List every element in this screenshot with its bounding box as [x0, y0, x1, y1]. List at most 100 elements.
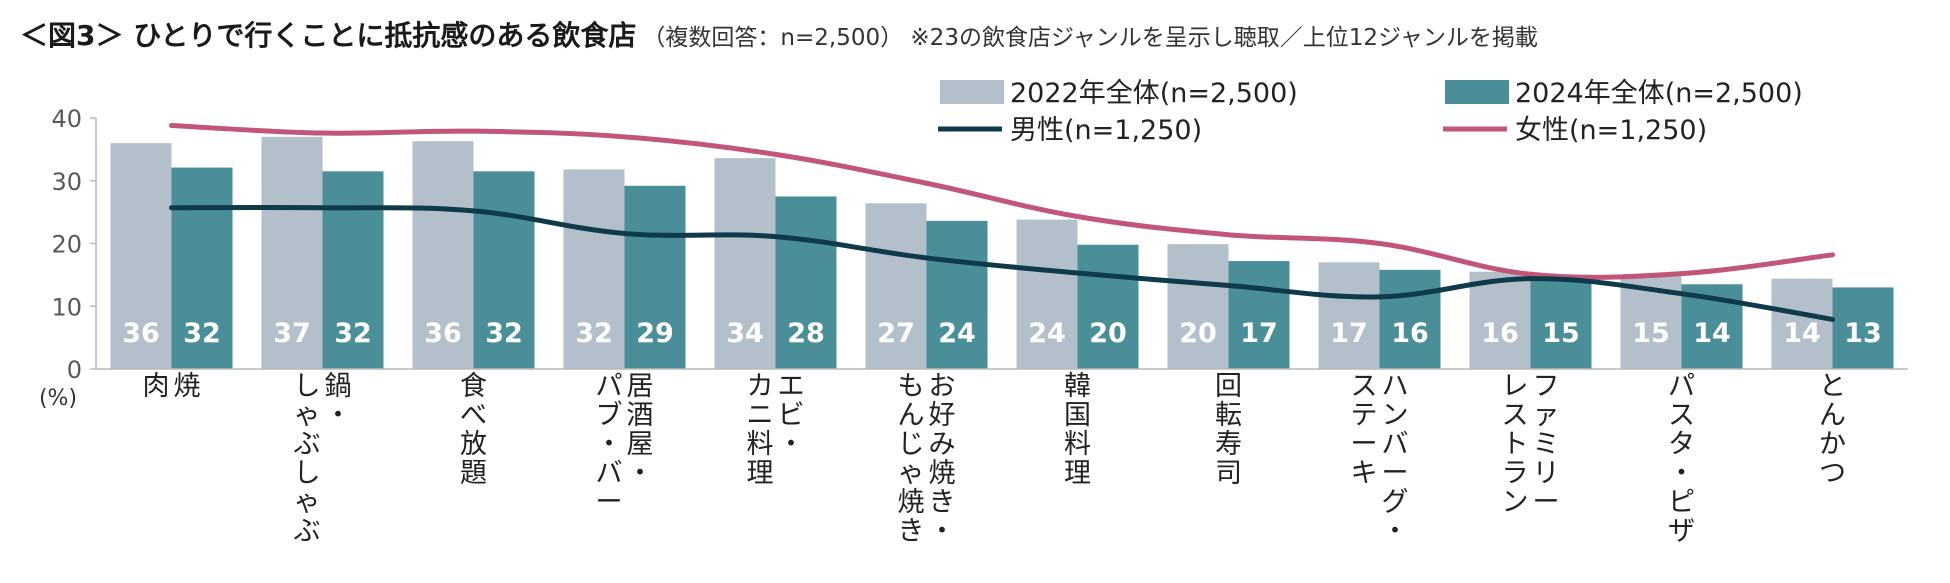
- bar-2022: [865, 203, 927, 369]
- bar-2022: [261, 136, 323, 369]
- bar-2024: [1379, 269, 1441, 369]
- category-label-char: ビ: [778, 400, 805, 431]
- category-label-char: ハ: [1382, 371, 1409, 402]
- category-label-char: ミ: [1533, 429, 1560, 460]
- bar-2022-value-label: 15: [1632, 318, 1670, 349]
- category-label-char: 肉: [143, 371, 170, 402]
- legend-label: 女性(n=1,250): [1515, 115, 1707, 146]
- category-label-char: ー: [596, 487, 623, 518]
- bar-2022-value-label: 16: [1481, 318, 1519, 349]
- category-label-char: ー: [1533, 487, 1560, 518]
- category-label-char: 転: [1215, 400, 1242, 431]
- category-label-char: 焼: [898, 487, 925, 518]
- category-label-char: つ: [1819, 458, 1846, 489]
- category-label-char: ・: [778, 429, 805, 460]
- bar-2024: [322, 171, 384, 369]
- category-label-char: ブ: [596, 400, 623, 431]
- category-label-char: ス: [1668, 400, 1695, 431]
- category-label-char: 鍋: [325, 371, 352, 402]
- category-label-char: 料: [1064, 429, 1091, 460]
- bar-2024-value-label: 24: [938, 318, 976, 349]
- bar-2022: [1167, 244, 1229, 369]
- category-label-char: エ: [778, 371, 805, 402]
- bar-2024-value-label: 15: [1542, 318, 1580, 349]
- category-label-char: ゃ: [294, 487, 321, 518]
- bar-2022-value-label: 17: [1330, 318, 1368, 349]
- category-label-char: 好: [929, 400, 956, 431]
- category-label-char: パ: [596, 371, 623, 402]
- category-label-char: 放: [460, 429, 487, 460]
- category-label-char: バ: [1382, 429, 1409, 460]
- category-label-char: 食: [460, 371, 487, 402]
- category-label-char: ・: [325, 400, 352, 431]
- bar-2022: [110, 143, 172, 369]
- bar-2024: [926, 220, 988, 369]
- bar-2022-value-label: 24: [1028, 318, 1066, 349]
- legend-swatch: [1445, 80, 1509, 104]
- y-tick-label: 30: [51, 168, 82, 196]
- category-label-char: ぶ: [294, 429, 321, 460]
- bar-2024: [1228, 261, 1290, 369]
- y-tick-label: 40: [51, 105, 82, 133]
- category-label-char: バ: [596, 458, 623, 489]
- bar-2022: [1318, 262, 1380, 369]
- category-label-char: ニ: [747, 400, 774, 431]
- category-label-char: ラ: [1502, 458, 1529, 489]
- bar-2022-value-label: 20: [1179, 318, 1217, 349]
- bar-2022-value-label: 36: [424, 318, 462, 349]
- category-label-char: 料: [747, 429, 774, 460]
- category-label-char: ぶ: [294, 516, 321, 547]
- chart-title: ＜図3＞ ひとりで行くことに抵抗感のある飲食店 （複数回答：n=2,500） ※2…: [20, 14, 1538, 54]
- y-tick-label: 20: [51, 231, 82, 259]
- category-label-char: ゃ: [294, 400, 321, 431]
- category-label-char: 理: [747, 458, 774, 489]
- bar-2022: [1771, 278, 1833, 369]
- category-label-char: ん: [898, 400, 925, 431]
- category-label-char: も: [898, 371, 925, 402]
- bar-2024-value-label: 14: [1693, 318, 1731, 349]
- category-label-char: 焼: [174, 371, 201, 402]
- category-label-char: 屋: [627, 429, 654, 460]
- bar-2024: [1832, 287, 1894, 369]
- bar-2024: [473, 171, 535, 369]
- legend-label: 2024年全体(n=2,500): [1515, 78, 1803, 109]
- bar-2022-value-label: 32: [575, 318, 613, 349]
- category-label-char: フ: [1533, 371, 1560, 402]
- category-label-char: パ: [1668, 371, 1695, 402]
- bar-2022: [412, 141, 474, 369]
- y-tick-label: 10: [51, 293, 82, 321]
- bar-2024: [1077, 244, 1139, 369]
- category-label-char: ・: [596, 429, 623, 460]
- category-label-char: ザ: [1668, 516, 1695, 547]
- female-line: [169, 123, 1835, 280]
- category-label-char: タ: [1668, 429, 1695, 460]
- bar-2024-value-label: 32: [485, 318, 523, 349]
- category-label-char: ー: [1351, 429, 1378, 460]
- category-label-char: グ: [1382, 487, 1409, 518]
- bar-2024-value-label: 32: [334, 318, 372, 349]
- bar-2024-value-label: 20: [1089, 318, 1127, 349]
- chart-title-main: ＜図3＞ ひとりで行くことに抵抗感のある飲食店: [20, 19, 637, 52]
- category-label-char: ・: [1382, 516, 1409, 547]
- category-label-char: ァ: [1533, 400, 1560, 431]
- category-label-char: き: [898, 516, 925, 547]
- category-label-char: ス: [1502, 400, 1529, 431]
- bar-2024: [1530, 274, 1592, 369]
- category-label-char: ・: [1668, 458, 1695, 489]
- category-label-char: ン: [1502, 487, 1529, 518]
- bar-2022: [563, 169, 625, 369]
- category-label-char: ・: [627, 458, 654, 489]
- bar-2022: [1469, 271, 1531, 369]
- category-label-char: 理: [1064, 458, 1091, 489]
- category-label-char: 国: [1064, 400, 1091, 431]
- bar-2024-value-label: 28: [787, 318, 825, 349]
- bar-2024-value-label: 13: [1844, 318, 1882, 349]
- bar-2022: [714, 158, 776, 369]
- bar-2024-value-label: 32: [183, 318, 221, 349]
- category-label-char: カ: [747, 371, 774, 402]
- category-label-char: お: [929, 371, 956, 402]
- category-label-char: ピ: [1668, 487, 1695, 518]
- category-label-char: べ: [460, 400, 487, 431]
- bar-2024: [775, 196, 837, 369]
